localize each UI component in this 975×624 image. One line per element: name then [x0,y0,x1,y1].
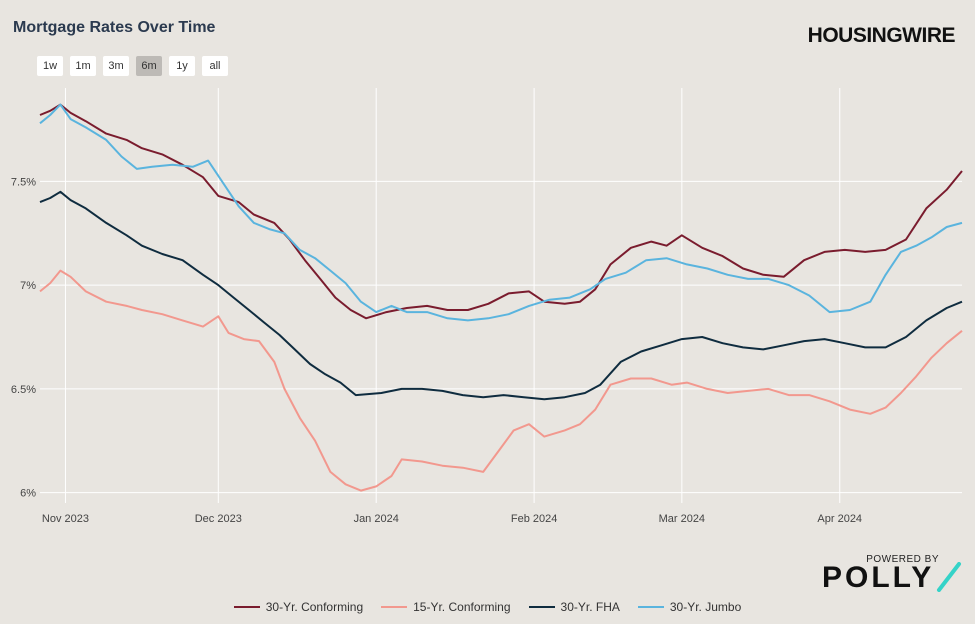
y-tick-label: 6.5% [11,384,36,396]
chart-legend: 30-Yr. Conforming 15-Yr. Conforming 30-Y… [0,600,975,614]
y-tick-label: 7.5% [11,176,36,188]
range-button-1y[interactable]: 1y [169,56,195,76]
range-button-1m[interactable]: 1m [70,56,96,76]
x-tick-label: Feb 2024 [511,513,557,525]
series-line-30-yr-jumbo [39,103,963,322]
x-tick-label: Mar 2024 [659,513,705,525]
legend-label: 30-Yr. FHA [560,600,620,614]
legend-label: 30-Yr. Jumbo [669,600,742,614]
legend-swatch [381,606,408,608]
housingwire-logo: HOUSINGWIRE [807,24,956,47]
range-button-all[interactable]: all [202,56,228,76]
range-button-3m[interactable]: 3m [103,56,129,76]
legend-label: 30-Yr. Conforming [265,600,364,614]
powered-by-label: POWERED BY [866,554,939,565]
polly-logo: POLLY [822,561,935,594]
polly-slash-icon [937,562,961,592]
legend-item-30yr-jumbo[interactable]: 30-Yr. Jumbo [637,600,742,614]
legend-item-30yr-fha[interactable]: 30-Yr. FHA [528,600,620,614]
x-tick-label: Dec 2023 [195,513,242,525]
range-button-1w[interactable]: 1w [37,56,63,76]
legend-label: 15-Yr. Conforming [413,600,511,614]
x-tick-label: Jan 2024 [354,513,399,525]
chart-title: Mortgage Rates Over Time [13,19,216,36]
x-tick-label: Nov 2023 [42,513,89,525]
legend-item-30yr-conforming[interactable]: 30-Yr. Conforming [233,600,364,614]
y-tick-label: 6% [20,488,36,500]
legend-item-15yr-conforming[interactable]: 15-Yr. Conforming [381,600,511,614]
series-line-30-yr-fha [39,190,963,401]
range-button-6m[interactable]: 6m [136,56,162,76]
series-line-30-yr-conforming [39,103,963,320]
y-tick-label: 7% [20,280,36,292]
legend-swatch [528,606,555,608]
legend-swatch [233,606,260,608]
x-tick-label: Apr 2024 [817,513,862,525]
series-line-15-yr-conforming [39,269,963,492]
range-selector: 1w 1m 3m 6m 1y all [37,56,228,76]
legend-swatch [637,606,664,608]
